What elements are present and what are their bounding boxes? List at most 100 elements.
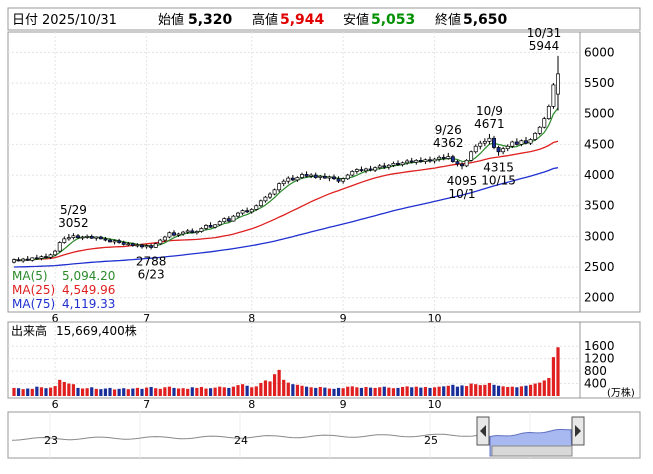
candle-body — [441, 156, 446, 159]
volume-bar — [218, 386, 222, 396]
legend-ma5-label: MA(5) — [12, 269, 48, 283]
month-label: 8 — [248, 312, 255, 325]
open-label: 始値 — [158, 12, 184, 28]
volume-bar — [186, 388, 190, 396]
month-label: 7 — [143, 398, 150, 411]
volume-bar — [309, 387, 313, 396]
date-label: 日付 — [12, 13, 38, 28]
volume-bar — [90, 387, 94, 396]
navigator-year-23: 23 — [44, 434, 58, 447]
navigator-scroll-thumb[interactable] — [491, 445, 573, 457]
candle-body — [551, 84, 556, 107]
candle-body — [510, 141, 515, 147]
volume-bar — [378, 387, 382, 396]
candle-body — [213, 224, 218, 228]
volume-bar — [135, 387, 140, 396]
volume-bar — [67, 383, 71, 396]
volume-bar — [506, 386, 510, 396]
month-label: 6 — [52, 312, 59, 325]
volume-bar — [396, 387, 400, 396]
volume-bar — [460, 385, 464, 396]
candle-body — [263, 196, 268, 202]
candle-body — [162, 236, 167, 241]
candle-body — [245, 210, 250, 213]
candle-body — [144, 245, 149, 248]
volume-bar — [327, 388, 332, 396]
volume-bar — [487, 382, 492, 396]
candle-body — [286, 177, 291, 182]
volume-bar — [469, 383, 473, 396]
annotation-date: 10/31 — [527, 26, 562, 40]
candle-body — [336, 178, 341, 182]
candle-body — [12, 259, 16, 263]
volume-bar — [26, 388, 30, 396]
candle-body — [53, 250, 58, 256]
volume-bar — [464, 386, 469, 396]
candle-body — [304, 174, 309, 177]
volume-bar — [492, 384, 496, 396]
candle-body — [428, 159, 432, 162]
candle-body — [350, 171, 355, 176]
candle-body — [368, 168, 373, 171]
candle-body — [76, 235, 80, 238]
candle-body — [487, 137, 492, 142]
navigator-year-24: 24 — [234, 434, 248, 447]
volume-bar — [359, 387, 364, 396]
navigator-left-handle[interactable] — [476, 416, 490, 446]
month-axis-volume: 6 7 8 9 10 — [52, 398, 442, 411]
volume-bar — [341, 388, 345, 396]
candle-body — [272, 189, 277, 195]
candle-body — [149, 245, 154, 248]
volume-bar — [373, 387, 377, 396]
candle-body — [345, 174, 350, 180]
volume-bar — [474, 384, 478, 396]
candle-body — [121, 242, 126, 245]
volume-bar — [538, 382, 542, 396]
candle-body — [478, 142, 483, 147]
volume-bar — [131, 388, 135, 396]
volume-bar — [414, 386, 418, 396]
volume-bar — [350, 386, 354, 396]
volume-bar — [268, 381, 272, 396]
volume-bar — [501, 386, 505, 396]
navigator-right-handle[interactable] — [571, 416, 585, 446]
volume-bar — [58, 379, 62, 396]
volume-bar — [21, 389, 25, 396]
volume-bar — [30, 388, 34, 396]
candle-body — [354, 169, 359, 172]
volume-bar — [446, 385, 450, 396]
candle-body — [25, 258, 30, 261]
annotation-date: 10/15 — [481, 174, 516, 188]
candle-body — [39, 256, 44, 259]
ma75-line — [13, 167, 559, 268]
volume-bar — [62, 382, 66, 396]
volume-bar — [122, 388, 126, 396]
annotation-value: 4095 — [447, 174, 478, 188]
candle-body — [446, 156, 451, 159]
volume-bar — [314, 387, 318, 396]
volume-bar — [432, 387, 437, 396]
candle-body — [514, 141, 519, 145]
volume-bar — [510, 386, 514, 396]
volume-bar — [496, 385, 501, 396]
candle-body — [322, 175, 327, 179]
volume-bar — [263, 380, 268, 396]
volume-tick-label: 1200 — [584, 352, 615, 366]
volume-bar — [85, 388, 89, 396]
volume-bar — [16, 388, 21, 396]
volume-bar — [282, 379, 286, 396]
volume-bar — [304, 386, 309, 396]
candle-body — [414, 159, 419, 163]
candle-body — [405, 160, 410, 164]
price-tick-label: 3000 — [584, 229, 615, 243]
volume-label: 出来高 — [11, 323, 47, 338]
candle-body — [172, 232, 176, 236]
volume-bar — [259, 382, 263, 396]
candle-body — [71, 235, 76, 238]
candle-body — [501, 148, 506, 153]
candle-body — [48, 254, 53, 258]
volume-bar — [199, 386, 204, 396]
candle-body — [222, 218, 227, 223]
price-tick-label: 6000 — [584, 45, 615, 59]
